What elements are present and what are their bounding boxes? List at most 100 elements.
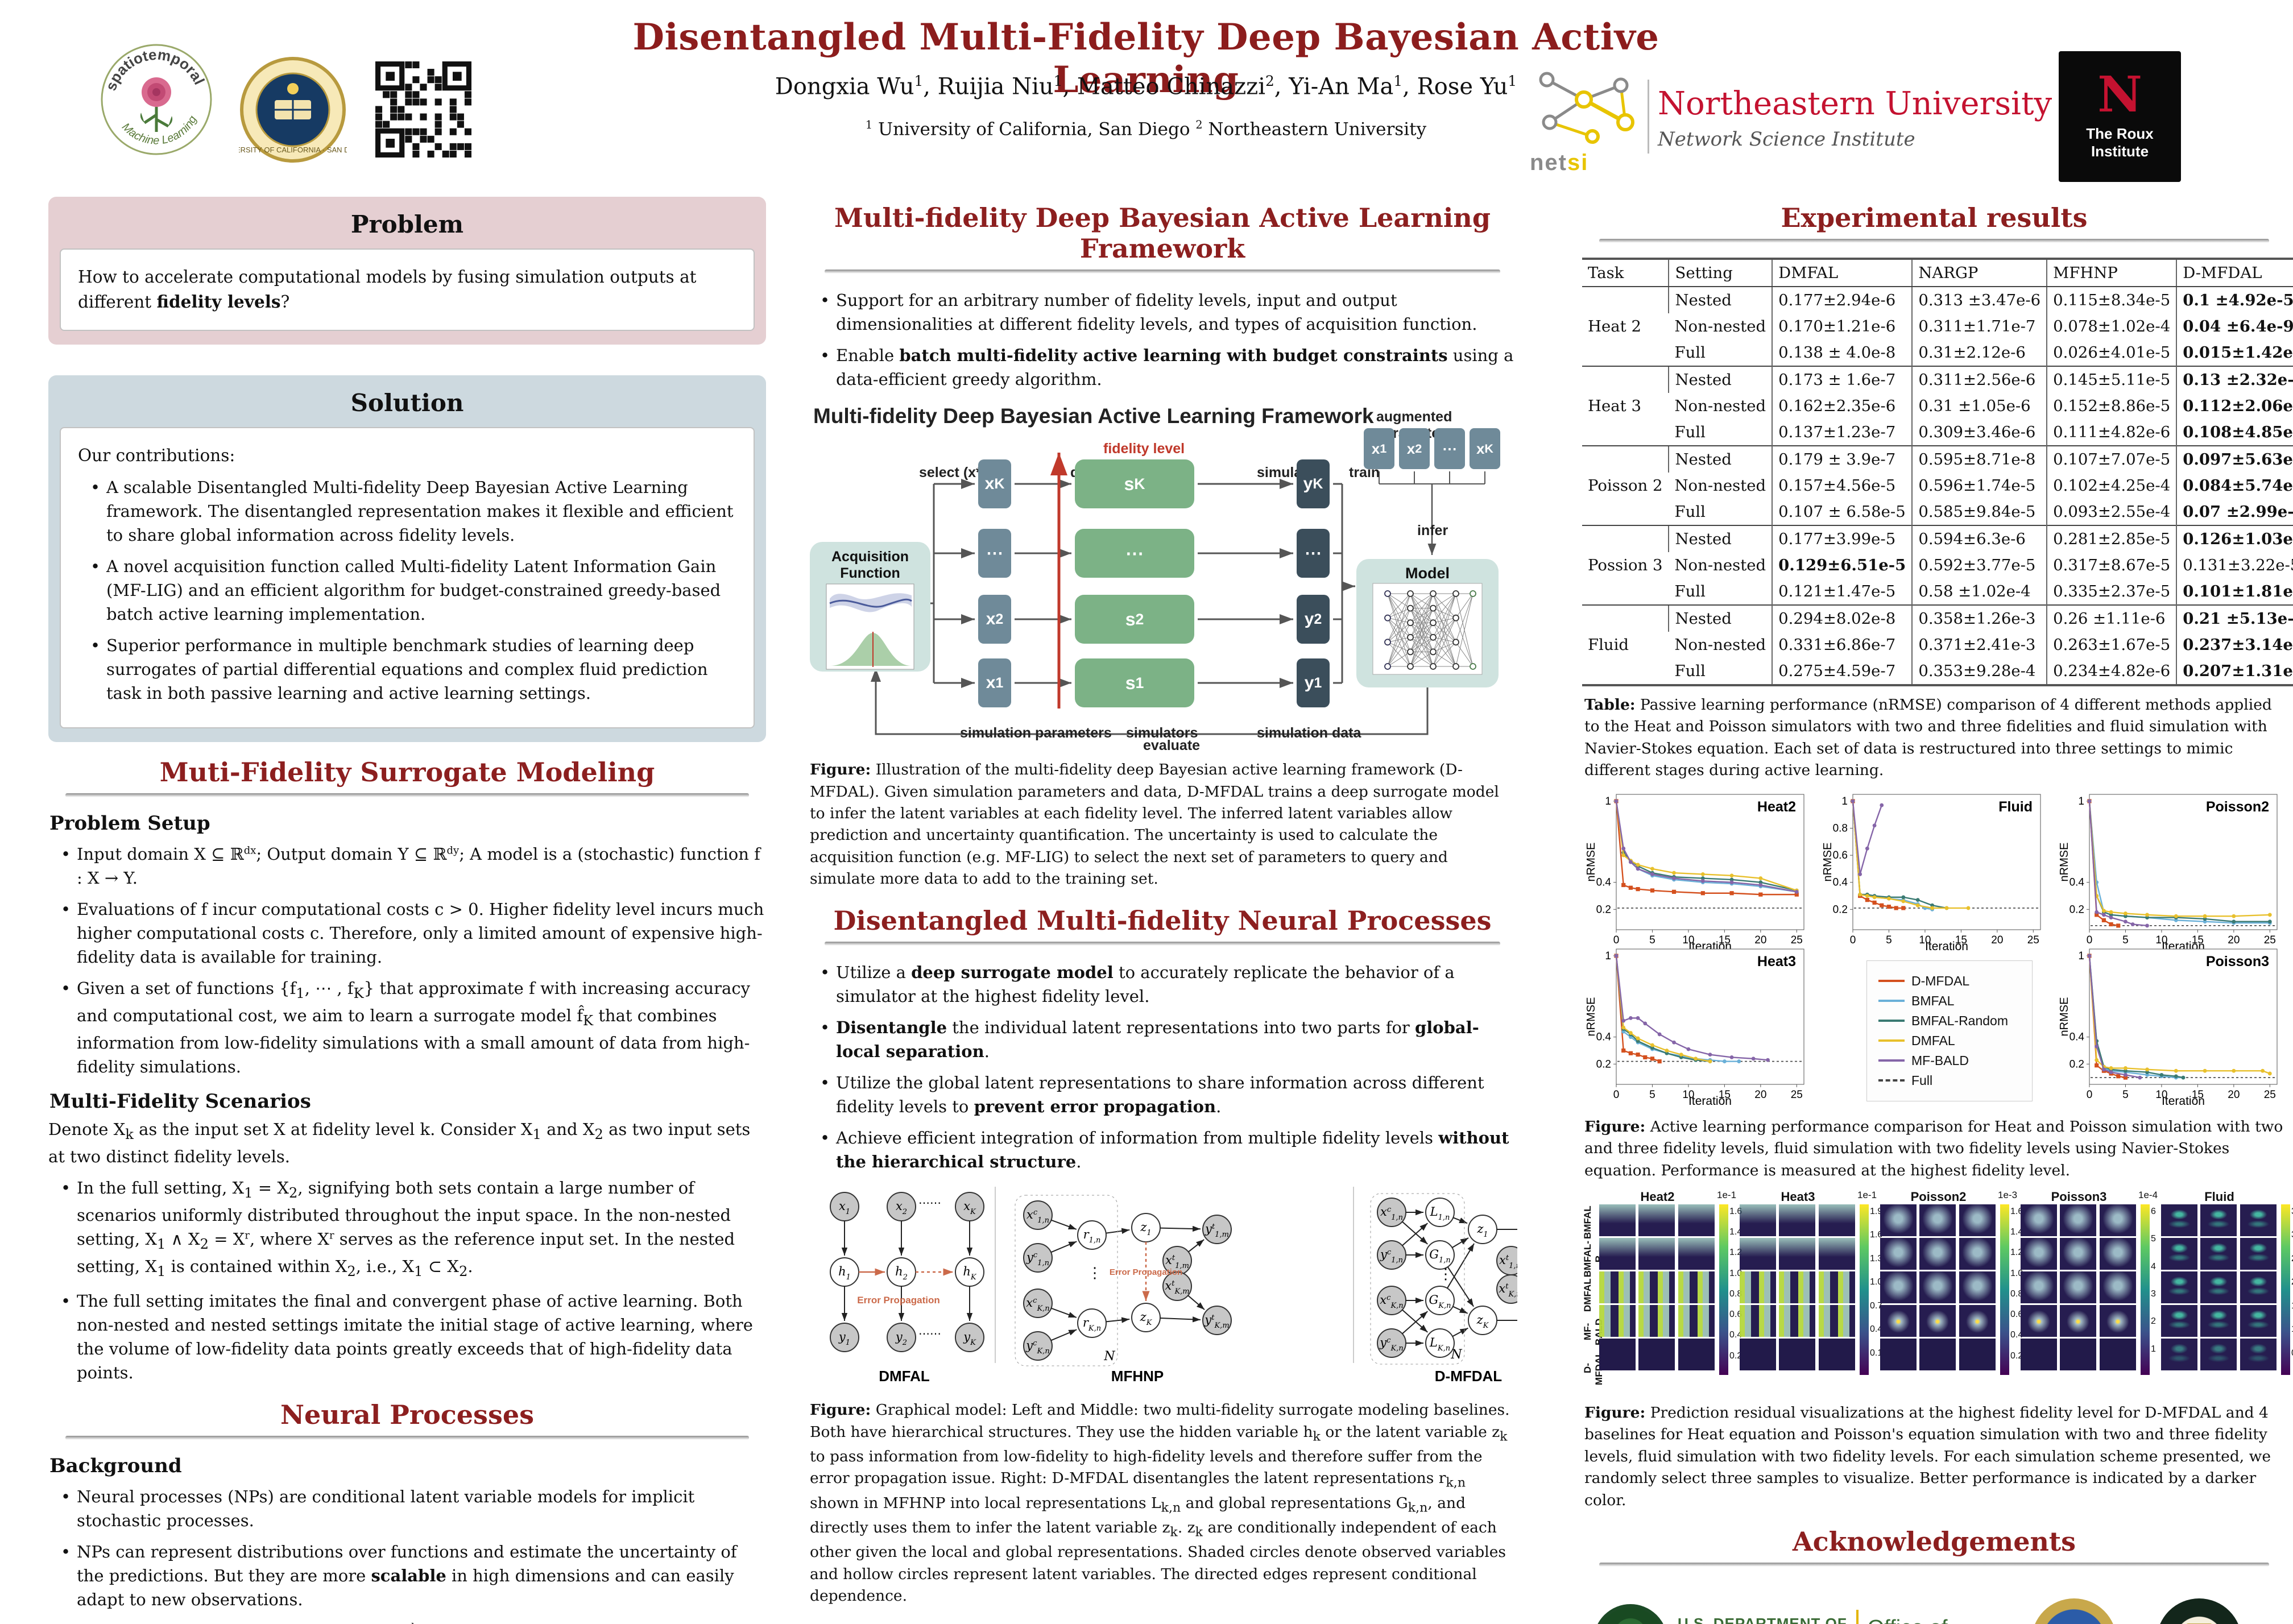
residual-heatmap — [1599, 1204, 1636, 1236]
table-row: Non-nested 0.162±2.35e-6 0.31 ±1.05e-6 0.15… — [1582, 393, 2293, 419]
residual-heatmap — [1678, 1271, 1715, 1303]
value-cell: 0.107±7.07e-5 — [2046, 445, 2177, 473]
value-cell: 0.108±4.85e-8 — [2176, 419, 2293, 446]
gm-node — [955, 1323, 984, 1353]
residual-heatmap — [2099, 1338, 2136, 1370]
group-title: Fluid — [2204, 1189, 2234, 1204]
heading-rule — [1599, 239, 2269, 243]
value-cell: 0.157±4.56e-5 — [1772, 473, 1913, 499]
framework-bullets: • Support for an arbitrary number of fide… — [811, 288, 1517, 391]
colorbar-tick: 3.0 — [2291, 1230, 2293, 1240]
value-cell: 0.13 ±2.32e-5 — [2176, 366, 2293, 393]
value-cell: 0.26 ±1.11e-6 — [2046, 604, 2177, 632]
gm-node — [1077, 1220, 1107, 1250]
list-item: • NPs can represent distributions over fu… — [61, 1542, 737, 1610]
svg-text:xcK,n: xcK,n — [1380, 1293, 1403, 1310]
residual-heatmap — [2099, 1304, 2136, 1337]
residual-heatmap — [1779, 1338, 1816, 1370]
value-cell: Nested — [1668, 525, 1773, 552]
svg-text:D-MFDAL: D-MFDAL — [1435, 1368, 1503, 1385]
column-header: D-MFDAL — [2176, 259, 2293, 287]
problem-heading: Problem — [350, 210, 464, 238]
colorbar — [1719, 1204, 1728, 1375]
value-cell: 0.115±8.34e-5 — [2046, 286, 2177, 313]
svg-text:xt1,m: xt1,m — [1165, 1253, 1189, 1270]
residual-heatmap — [2060, 1338, 2097, 1370]
colorbar-scale: 1e-1 — [1717, 1189, 1737, 1200]
svg-text:⋮: ⋮ — [1087, 1264, 1102, 1281]
svg-text:hK: hK — [963, 1265, 977, 1282]
residual-heatmap — [1919, 1304, 1956, 1337]
svg-text:Iteration: Iteration — [1925, 940, 1968, 953]
table-row: Full 0.121±1.47e-5 0.58 ±1.02e-4 0.335±2.37… — [1582, 578, 2293, 605]
colorbar-tick: 0.4 — [1729, 1330, 1742, 1340]
framework-caption: Figure: Illustration of the multi-fideli… — [810, 761, 1499, 888]
svg-text:0.2: 0.2 — [1833, 904, 1848, 915]
svg-text:r1,n: r1,n — [1083, 1228, 1101, 1245]
acquisition-plot — [826, 583, 914, 670]
gm-node — [887, 1323, 916, 1353]
center-column: Multi-fidelity Deep Bayesian Active Lear… — [808, 188, 1557, 1624]
table-row: Full 0.107 ± 6.58e-5 0.585±9.84e-5 0.093±2.… — [1582, 499, 2293, 525]
svg-text:25: 25 — [1791, 934, 1803, 946]
curve-subplot-Fluid: 0 5 10 15 20 25 0.2 0.4 0.6 0.8 1 Fluid Iteration nRM… — [1823, 794, 2041, 953]
residual-heatmap — [2240, 1271, 2277, 1303]
colorbar-tick: 1.4 — [1729, 1227, 1742, 1237]
colorbar-tick: 5 — [2151, 1234, 2156, 1244]
svg-text:N: N — [1103, 1349, 1115, 1364]
svg-text:0.4: 0.4 — [2070, 876, 2085, 888]
solution-body: Our contributions: • A scalable Disentang… — [60, 426, 755, 729]
svg-text:⋯⋯: ⋯⋯ — [918, 1197, 941, 1209]
value-cell: 0.101±1.81e-4 — [2176, 578, 2293, 605]
subheading-mf-scenarios: Multi-Fidelity Scenarios — [49, 1090, 311, 1113]
value-cell: 0.237±3.14e-6 — [2176, 632, 2293, 658]
doe-logo: U.S. DEPARTMENT OF ENERGY Office ofScien… — [1593, 1604, 1948, 1624]
column-header: DMFAL — [1772, 259, 1913, 287]
colorbar-tick: 1.0 — [2010, 1268, 2023, 1278]
residual-heatmap — [1638, 1271, 1675, 1303]
colorbar-tick: 2.0 — [2291, 1277, 2293, 1287]
subheading-problem-setup: Problem Setup — [49, 812, 210, 835]
value-cell: 0.121±1.47e-5 — [1772, 578, 1913, 605]
value-cell: 0.21 ±5.13e-6 — [2176, 604, 2293, 632]
svg-text:L1,n: L1,n — [1430, 1205, 1450, 1222]
residual-heatmap — [2161, 1204, 2197, 1236]
northeastern-wordmark: Northeastern University Network Science … — [1658, 85, 2052, 151]
gm-node — [1023, 1200, 1053, 1231]
value-cell: 0.358±1.26e-3 — [1911, 604, 2047, 632]
colorbar-tick: 0.2 — [2010, 1350, 2023, 1361]
gm-node — [1023, 1331, 1053, 1361]
svg-text:0: 0 — [2087, 934, 2093, 946]
value-cell: Non-nested — [1674, 636, 1766, 654]
residual-heatmap — [2099, 1237, 2136, 1270]
table-row: Full 0.137±1.23e-7 0.309±3.46e-6 0.111±4.82… — [1582, 419, 2293, 446]
svg-text:GK,n: GK,n — [1429, 1293, 1451, 1310]
poster-title: Disentangled Multi-Fidelity Deep Bayesia… — [632, 16, 1659, 101]
svg-text:0: 0 — [1613, 1089, 1620, 1101]
svg-text:Iteration: Iteration — [1688, 1095, 1732, 1108]
svg-text:LK,n: LK,n — [1429, 1336, 1450, 1353]
neural-net-icon — [1372, 583, 1483, 675]
doe-seal-icon — [1593, 1604, 1667, 1624]
svg-text:xcK,n: xcK,n — [1026, 1296, 1049, 1313]
residual-group-Poisson2: Poisson2 — [1880, 1190, 1997, 1370]
svg-text:z1: z1 — [1140, 1220, 1151, 1237]
residual-heatmap — [1818, 1237, 1855, 1270]
residual-heatmap — [1740, 1304, 1776, 1337]
table-row: Full 0.138 ± 4.0e-8 0.31±2.12e-6 0.026±4.01… — [1582, 339, 2293, 366]
list-item: • Enable batch multi-fidelity active lear… — [820, 346, 1514, 390]
residual-heatmap — [2021, 1271, 2057, 1303]
mf-scenarios-bullets: • In the full setting, X1 = X2, signifyin… — [52, 1176, 766, 1385]
svg-text:1: 1 — [1841, 796, 1848, 807]
residual-heatmap — [2099, 1204, 2136, 1236]
colorbar-tick: 0.8 — [2010, 1289, 2023, 1299]
svg-text:20: 20 — [2228, 934, 2240, 946]
residual-heatmap — [2200, 1237, 2237, 1270]
svg-text:0.2: 0.2 — [1596, 1058, 1611, 1070]
colorbar-tick: 0.4 — [2010, 1330, 2023, 1340]
residual-heatmap — [2161, 1304, 2197, 1337]
